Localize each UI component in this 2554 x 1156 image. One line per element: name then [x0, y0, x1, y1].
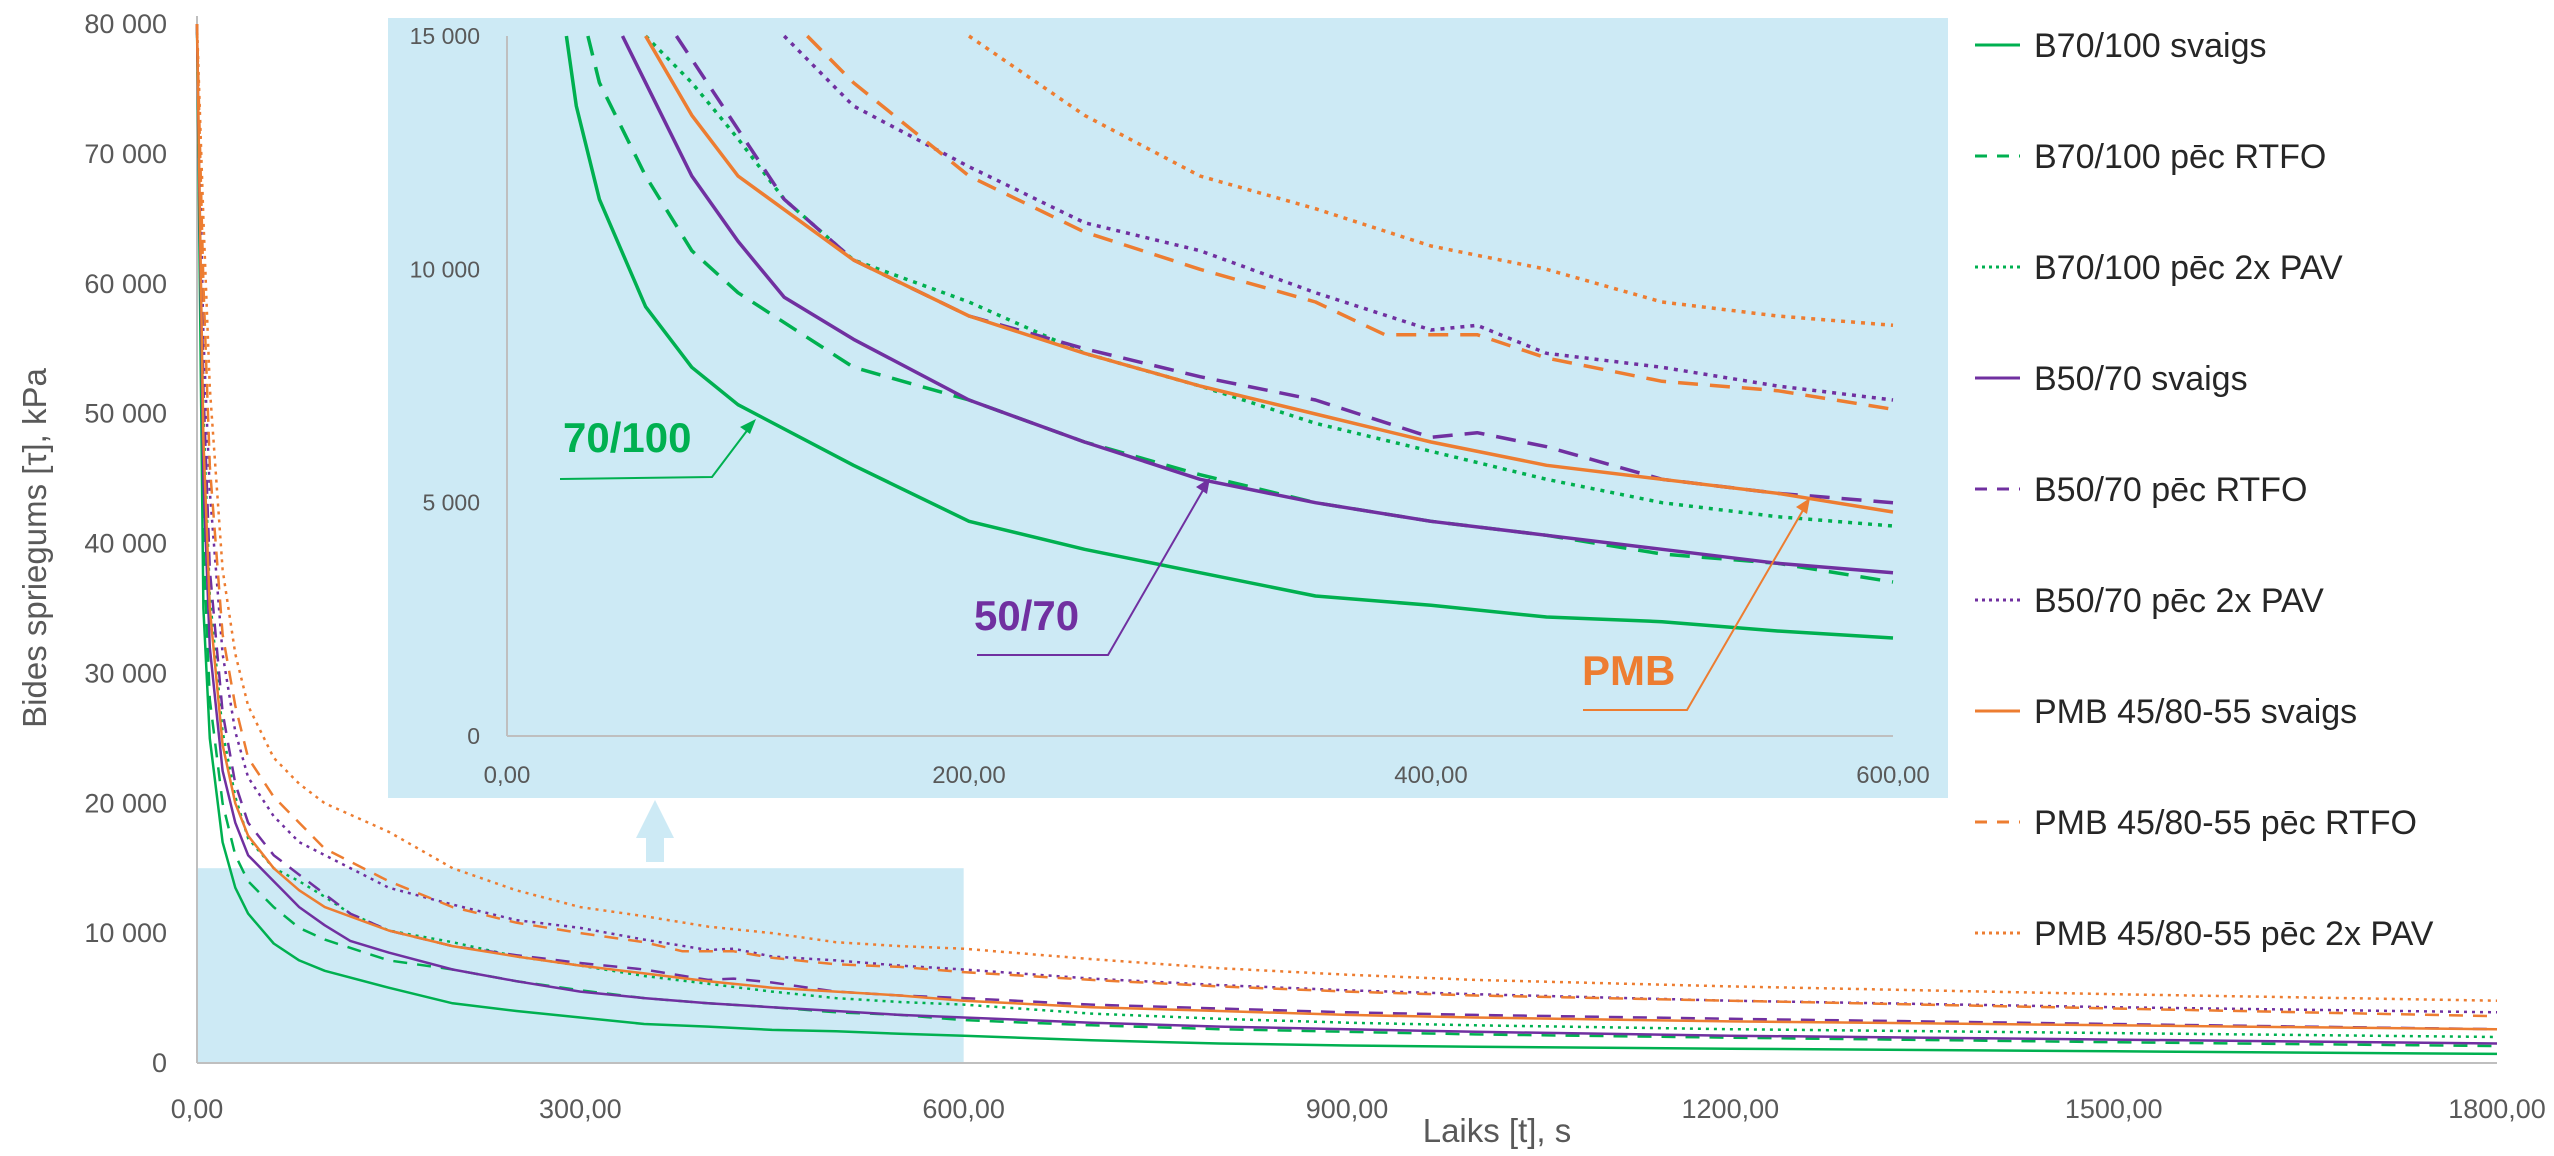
inset-x-tick-label: 400,00	[1394, 762, 1467, 789]
legend-label: B70/100 pēc RTFO	[2034, 138, 2326, 176]
y-tick-label: 80 000	[84, 9, 167, 39]
x-tick-label: 1800,00	[2448, 1094, 2546, 1124]
legend-label: PMB 45/80-55 svaigs	[2034, 693, 2357, 731]
main-plot-area: 0 10 000 20 000 30 000 40 000 50 000 60 000 70 …	[16, 9, 2546, 1149]
annotation-label: 50/70	[974, 592, 1079, 639]
annotation-label: 70/100	[563, 414, 691, 461]
series-line-4	[195, 23, 2498, 1031]
y-tick-label: 0	[152, 1048, 167, 1078]
y-tick-label: 60 000	[84, 269, 167, 299]
legend-label: B70/100 svaigs	[2034, 27, 2267, 65]
inset-zoom-panel: 0 5 000 10 000 15 000 0,00 200,00 400,00 600,00…	[388, 18, 1948, 798]
inset-series-line-8	[968, 34, 1894, 328]
inset-y-tick-label: 10 000	[410, 256, 480, 282]
x-tick-label: 0,00	[171, 1094, 224, 1124]
inset-background	[388, 18, 1948, 798]
x-tick-label: 1500,00	[2065, 1094, 2163, 1124]
legend-label: B50/70 svaigs	[2034, 360, 2248, 398]
series-line-0	[195, 23, 2498, 1056]
series-line-5	[195, 23, 2498, 1014]
annotation-arrow-icon	[1796, 498, 1810, 514]
x-axis-title: Laiks [t], s	[1423, 1112, 1572, 1149]
zoom-arrow-icon	[636, 800, 674, 862]
annotation-leader-line	[977, 484, 1207, 656]
inset-series-line-3	[620, 35, 1894, 575]
inset-x-tick-label: 200,00	[932, 762, 1005, 789]
legend-label: B70/100 pēc 2x PAV	[2034, 249, 2343, 287]
legend: B70/100 svaigs B70/100 pēc RTFO B70/100 pē…	[1975, 27, 2434, 953]
inset-series-line-2	[644, 34, 1894, 528]
inset-series-line-0	[564, 35, 1894, 640]
y-tick-label: 50 000	[84, 399, 167, 429]
legend-label: PMB 45/80-55 pēc RTFO	[2034, 804, 2417, 842]
x-tick-label: 900,00	[1306, 1094, 1389, 1124]
annotation-arrow-icon	[1196, 478, 1210, 494]
inset-series-line-6	[644, 35, 1894, 514]
inset-x-tick-label: 0,00	[484, 762, 531, 789]
series-line-7	[195, 23, 2498, 1018]
series-line-8	[195, 23, 2498, 1002]
y-axis-title: Bides spriegums [τ], kPa	[16, 368, 53, 728]
inset-y-tick-label: 15 000	[410, 23, 480, 49]
y-tick-label: 20 000	[84, 788, 167, 818]
legend-label: B50/70 pēc RTFO	[2034, 471, 2307, 509]
x-tick-label: 300,00	[539, 1094, 622, 1124]
inset-y-tick-label: 0	[467, 723, 480, 749]
inset-series-line-4	[674, 35, 1894, 505]
legend-label: PMB 45/80-55 pēc 2x PAV	[2034, 915, 2434, 953]
legend-label: B50/70 pēc 2x PAV	[2034, 582, 2324, 620]
inset-y-tick-label: 5 000	[422, 490, 480, 516]
x-tick-label: 1200,00	[1682, 1094, 1780, 1124]
inset-x-tick-label: 600,00	[1856, 762, 1929, 789]
annotation-leader-line	[1583, 504, 1807, 711]
annotation-leader-line	[559, 423, 753, 480]
inset-series-line-7	[806, 34, 1894, 412]
annotation-arrow-icon	[740, 419, 756, 434]
x-tick-label: 600,00	[922, 1094, 1005, 1124]
annotation-label: PMB	[1582, 647, 1675, 694]
y-tick-label: 10 000	[84, 918, 167, 948]
y-tick-label: 30 000	[84, 658, 167, 688]
series-line-3	[195, 23, 2498, 1045]
series-line-6	[195, 23, 2498, 1031]
y-tick-label: 70 000	[84, 139, 167, 169]
y-tick-label: 40 000	[84, 529, 167, 559]
